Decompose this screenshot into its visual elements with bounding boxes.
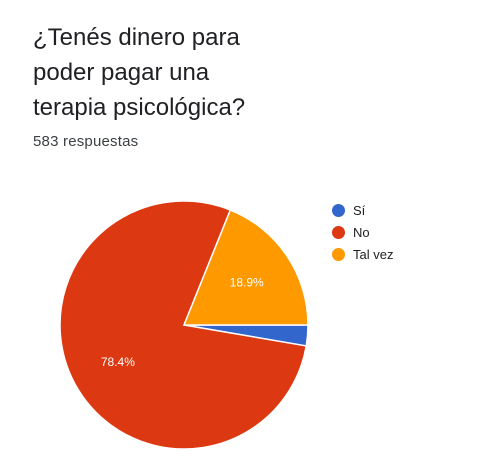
legend-swatch-3 bbox=[332, 247, 345, 261]
legend-swatch-2 bbox=[332, 225, 345, 239]
pie-data-label-2: 78.4% bbox=[101, 355, 135, 369]
legend-item-3: Tal vez bbox=[332, 243, 393, 265]
legend-item-1: Sí bbox=[332, 199, 393, 221]
pie-data-label-3: 18.9% bbox=[230, 276, 264, 290]
legend-swatch-1 bbox=[332, 203, 345, 217]
response-count: 583 respuestas bbox=[33, 133, 139, 150]
legend-label-1: Sí bbox=[353, 202, 366, 218]
pie-slice-2 bbox=[59, 200, 308, 450]
pie-slice-3 bbox=[182, 209, 309, 326]
legend-item-2: No bbox=[332, 221, 393, 243]
legend-label-2: No bbox=[353, 224, 370, 240]
question-line-2: poder pagar una bbox=[33, 59, 210, 86]
chart-legend: Sí No Tal vez bbox=[332, 199, 393, 265]
question-line-1: ¿Tenés dinero para bbox=[33, 24, 240, 51]
legend-label-3: Tal vez bbox=[353, 246, 394, 262]
question-line-3: terapia psicológica? bbox=[33, 94, 246, 121]
question-title: ¿Tenés dinero para poder pagar una terap… bbox=[33, 20, 363, 125]
